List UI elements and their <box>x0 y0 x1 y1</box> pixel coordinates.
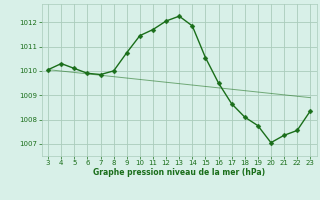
X-axis label: Graphe pression niveau de la mer (hPa): Graphe pression niveau de la mer (hPa) <box>93 168 265 177</box>
